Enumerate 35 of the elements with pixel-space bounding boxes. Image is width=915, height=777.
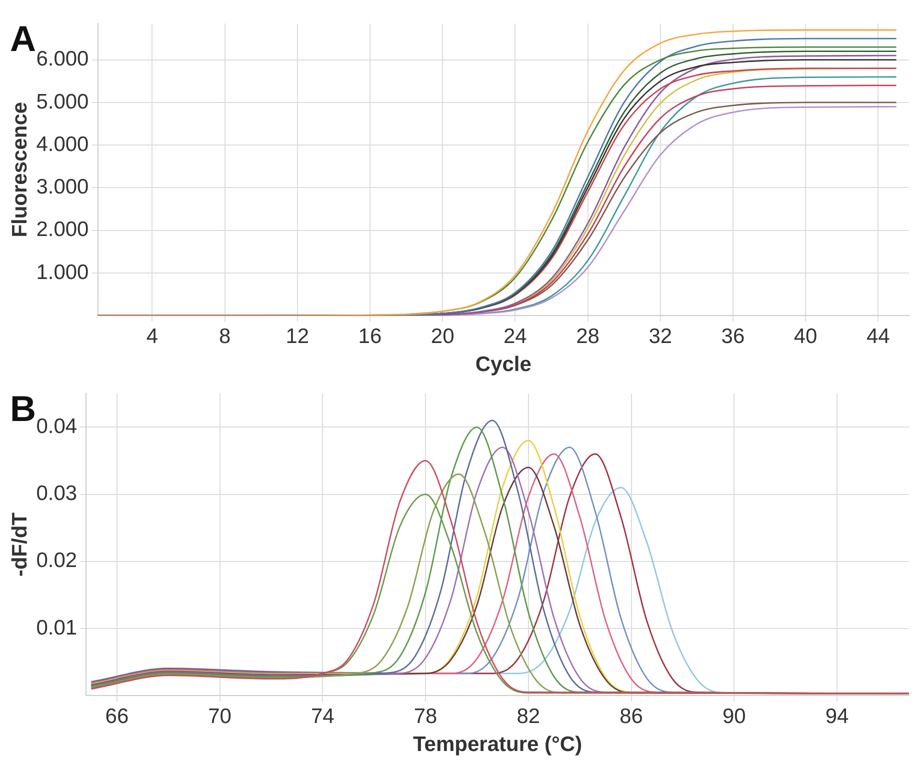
y-tick-label: 0.01 <box>36 616 78 640</box>
y-tick-label: 4.000 <box>36 132 89 156</box>
x-tick-label: 70 <box>208 704 232 728</box>
x-tick-label: 24 <box>503 324 528 348</box>
x-tick-label: 40 <box>794 324 818 348</box>
text: A <box>10 18 36 60</box>
y-tick-label: 2.000 <box>36 218 89 242</box>
x-tick-label: 16 <box>358 324 382 348</box>
y-tick-label: 3.000 <box>36 176 89 199</box>
x-tick-label: 8 <box>218 324 231 348</box>
x-tick-label: 86 <box>620 704 643 728</box>
x-axis-title: Cycle <box>475 353 532 376</box>
x-tick-label: 4 <box>146 324 158 348</box>
y-tick-label: 6.000 <box>36 48 89 71</box>
x-tick-label: 32 <box>648 324 672 348</box>
y-axis-title: Fluorescence <box>8 102 32 238</box>
x-tick-label: 74 <box>310 704 335 728</box>
y-axis-title: -dF/dT <box>8 512 32 577</box>
x-tick-label: 66 <box>105 704 129 728</box>
x-tick-label: 82 <box>516 704 540 728</box>
x-tick-label: 12 <box>286 324 310 348</box>
x-tick-label: 28 <box>576 324 600 348</box>
x-tick-label: 94 <box>825 704 849 728</box>
x-tick-label: 78 <box>414 704 438 728</box>
y-tick-label: 1.000 <box>36 260 89 284</box>
y-tick-label: 0.02 <box>36 549 78 572</box>
x-tick-label: 36 <box>721 324 745 348</box>
y-tick-label: 0.04 <box>36 414 78 438</box>
x-axis-title: Temperature (°C) <box>413 733 582 756</box>
y-tick-label: 5.000 <box>36 90 89 114</box>
text: B <box>10 388 36 430</box>
x-tick-label: 20 <box>430 324 454 348</box>
x-tick-label: 44 <box>866 324 890 348</box>
x-tick-label: 90 <box>722 704 746 728</box>
y-tick-label: 0.03 <box>36 482 78 506</box>
